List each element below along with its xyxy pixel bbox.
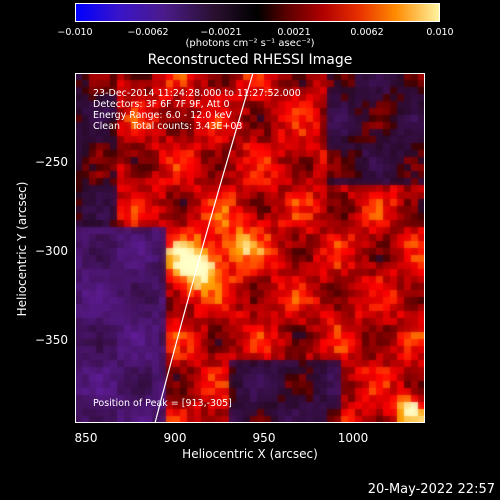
colorbar-tick: −0.0021: [200, 27, 242, 38]
y-axis-label: Heliocentric Y (arcsec): [15, 181, 29, 317]
colorbar-units: (photons cm⁻² s⁻¹ asec⁻²): [185, 38, 315, 49]
colorbar-tick: 0.0062: [350, 27, 384, 38]
plot-title-text: Reconstructed RHESSI Image: [147, 52, 353, 68]
footer-date: 20-May-2022 22:57: [367, 482, 495, 497]
colorbar-tick: 0.0021: [277, 27, 311, 38]
info-detectors: Detectors: 3F 6F 7F 9F, Att 0: [93, 99, 230, 110]
info-peak-position: Position of Peak = [913,-305]: [93, 398, 232, 409]
colorbar: [75, 3, 440, 22]
info-energy-range: Energy Range: 6.0 - 12.0 keV: [93, 110, 232, 121]
colorbar-tick: −0.010: [57, 27, 93, 38]
plot-title: Reconstructed RHESSI Image: [0, 52, 500, 68]
y-tick: −300: [35, 244, 68, 258]
x-tick: 1000: [337, 431, 369, 445]
y-tick: −250: [35, 155, 68, 169]
x-tick: 950: [252, 431, 276, 445]
info-time-range: 23-Dec-2014 11:24:28.000 to 11:27:52.000: [93, 88, 301, 99]
colorbar-tick: −0.0062: [127, 27, 169, 38]
x-tick: 900: [163, 431, 187, 445]
x-axis-label: Heliocentric X (arcsec): [182, 447, 318, 461]
x-tick: 850: [74, 431, 98, 445]
info-clean-counts: Clean Total counts: 3.43E+03: [93, 121, 243, 132]
colorbar-tick: 0.010: [426, 27, 454, 38]
y-tick: −350: [35, 333, 68, 347]
